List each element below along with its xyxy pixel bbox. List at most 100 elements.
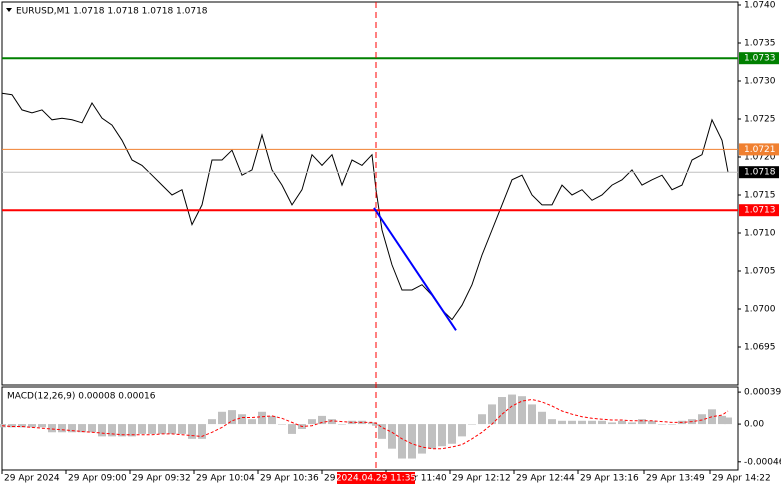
histogram-bar (98, 424, 106, 437)
histogram-bar (328, 419, 336, 425)
histogram-bar (578, 420, 586, 425)
price-level-label: 1.0733 (744, 54, 776, 64)
histogram-bar (468, 424, 476, 425)
y-tick-label: 1.0720 (744, 153, 776, 163)
histogram-bar (718, 415, 726, 425)
y-tick-label: -0.00046 (744, 457, 781, 467)
histogram-bar (228, 410, 236, 425)
histogram-bar (498, 397, 506, 425)
y-tick-label: 0.00 (744, 420, 764, 430)
x-tick-label: 29 Apr 12:12 (452, 474, 511, 484)
histogram-bar (138, 424, 146, 434)
y-tick-label: 1.0735 (744, 39, 776, 49)
histogram-bar (558, 420, 566, 425)
histogram-bar (338, 424, 346, 425)
histogram-bar (198, 424, 206, 439)
signal-line (1, 398, 729, 450)
chart-title: MACD(12,26,9) 0.00008 0.00016 (7, 392, 156, 402)
histogram-bar (38, 424, 46, 428)
price-level-box (739, 204, 779, 217)
price-level-label: 1.0713 (744, 206, 776, 216)
histogram-bar (638, 419, 646, 425)
histogram-bar (148, 424, 156, 434)
histogram-bar (548, 419, 556, 425)
price-level-box (739, 166, 779, 179)
x-tick-label: 29 Apr 12:44 (516, 474, 575, 484)
price-panel (1, 1, 739, 386)
histogram-bar (508, 394, 516, 425)
histogram-bar (648, 420, 656, 425)
histogram-bar (408, 424, 416, 459)
price-level-label: 1.0718 (744, 168, 776, 178)
histogram-bar (438, 424, 446, 447)
histogram-bar (708, 409, 716, 425)
histogram-bar (268, 415, 276, 425)
x-tick-label: 29 Apr 09:32 (132, 474, 191, 484)
trendline (373, 207, 457, 331)
histogram-bar (698, 414, 706, 425)
histogram-bar (428, 424, 436, 449)
x-tick-label: 29 Apr 10:36 (260, 474, 319, 484)
y-tick-label: 1.0695 (744, 343, 776, 353)
y-tick-label: 1.0705 (744, 267, 776, 277)
price-level-box (739, 52, 779, 65)
histogram-bar (458, 424, 466, 437)
price-level-box (739, 143, 779, 156)
histogram-bar (488, 404, 496, 425)
histogram-bar (168, 424, 176, 434)
histogram-bar (588, 420, 596, 425)
macd-panel (1, 386, 739, 471)
histogram-bar (288, 424, 296, 434)
histogram-bar (608, 422, 616, 425)
histogram-bar (48, 424, 56, 433)
title-arrow (6, 8, 12, 12)
chart-title: EURUSD,M1 1.0718 1.0718 1.0718 1.0718 (16, 7, 208, 17)
histogram-bar (218, 411, 226, 425)
x-tick-label: 29 Apr 10:04 (196, 474, 255, 484)
y-tick-label: 1.0710 (744, 229, 776, 239)
y-tick-label: 1.0740 (744, 1, 776, 11)
histogram-bar (668, 424, 676, 425)
histogram-bar (238, 414, 246, 425)
histogram-bar (418, 424, 426, 454)
histogram-bar (528, 404, 536, 425)
price-level-label: 1.0721 (744, 145, 776, 155)
y-tick-label: 1.0715 (744, 191, 776, 201)
x-tick-label: 29 Apr 14:22 (712, 474, 771, 484)
histogram-bar (628, 422, 636, 425)
histogram-bar (518, 396, 526, 425)
y-tick-label: 1.0730 (744, 77, 776, 87)
histogram-bar (8, 424, 16, 428)
histogram-bar (568, 420, 576, 425)
histogram-bar (158, 424, 166, 434)
histogram-bar (88, 424, 96, 433)
y-tick-label: 0.00039 (744, 388, 781, 398)
histogram-bar (188, 424, 196, 439)
histogram-bar (448, 424, 456, 444)
histogram-bar (28, 424, 36, 428)
histogram-bar (378, 424, 386, 439)
histogram-bar (78, 424, 86, 433)
histogram-bar (368, 422, 376, 425)
histogram-bar (724, 417, 732, 425)
histogram-bar (128, 424, 136, 437)
histogram-bar (178, 424, 186, 434)
x-tick-label: 29 Apr 13:16 (580, 474, 639, 484)
histogram-bar (258, 411, 266, 425)
histogram-bar (18, 424, 26, 428)
histogram-bar (208, 419, 216, 425)
histogram-bar (278, 424, 286, 425)
crosshair-label-box (337, 472, 415, 484)
crosshair-label: 2024.04.29 11:35 (336, 474, 416, 484)
x-tick-label: 29 Apr 09:00 (68, 474, 127, 484)
histogram-bar (248, 419, 256, 425)
histogram-bar (618, 420, 626, 425)
x-tick-label: 29 Apr 11:40 (388, 474, 447, 484)
histogram-bar (598, 420, 606, 425)
histogram-bar (398, 424, 406, 459)
price-line (1, 92, 729, 321)
histogram-bar (538, 411, 546, 425)
x-tick-label: 29 Apr 13:49 (646, 474, 705, 484)
